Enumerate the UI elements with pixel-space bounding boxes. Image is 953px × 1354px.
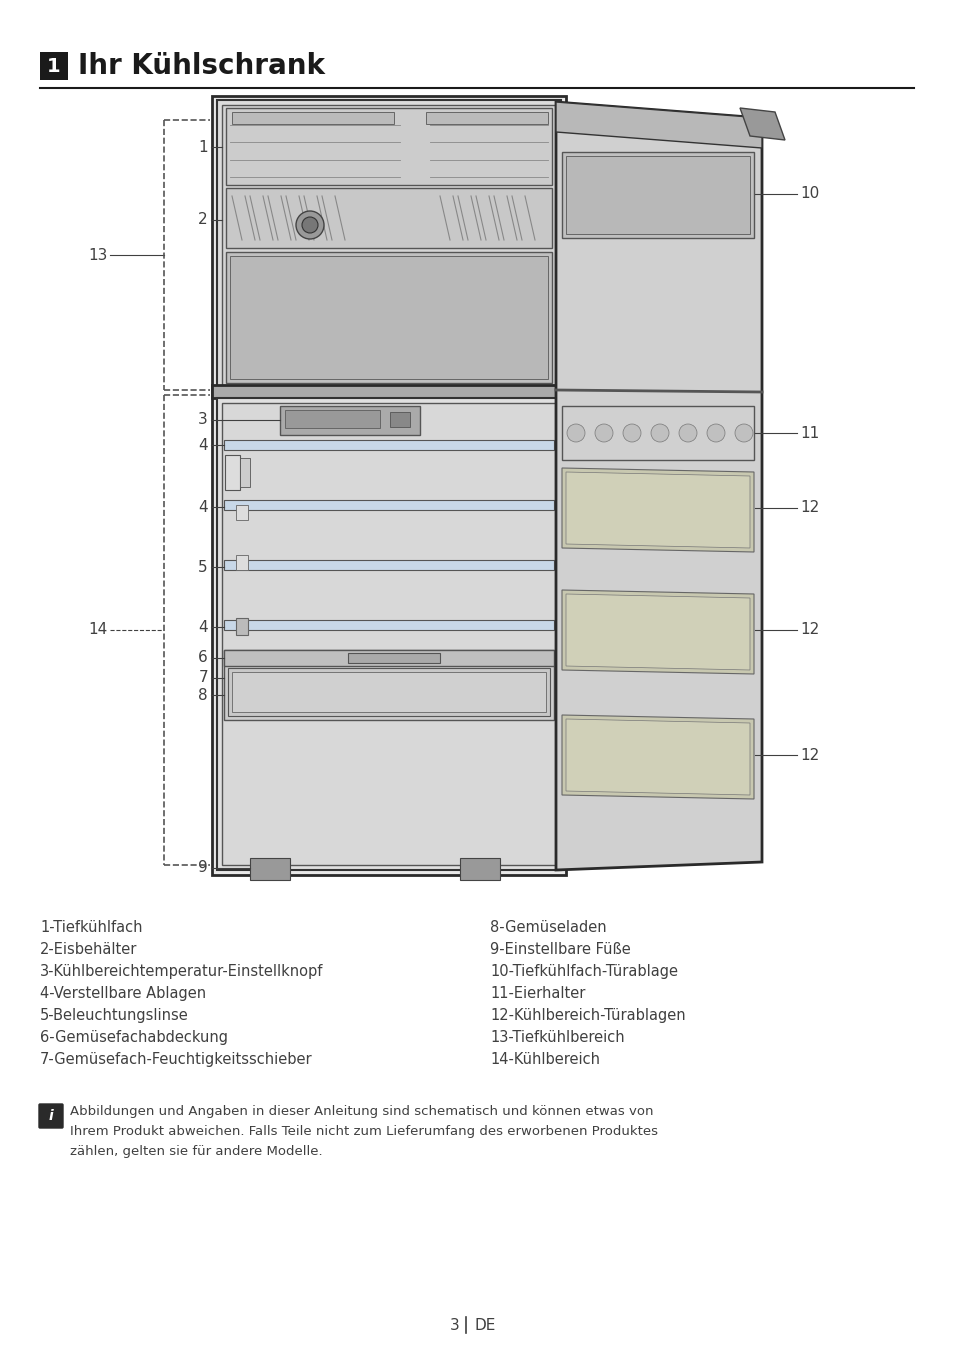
Bar xyxy=(250,858,290,880)
Text: DE: DE xyxy=(475,1317,496,1332)
Text: 14: 14 xyxy=(89,623,108,638)
Text: zählen, gelten sie für andere Modelle.: zählen, gelten sie für andere Modelle. xyxy=(70,1145,322,1158)
Bar xyxy=(561,406,753,460)
Circle shape xyxy=(566,424,584,441)
Circle shape xyxy=(302,217,317,233)
Bar xyxy=(280,406,419,435)
Text: 5: 5 xyxy=(198,559,208,574)
Circle shape xyxy=(595,424,613,441)
Polygon shape xyxy=(565,594,749,670)
Text: 3-Kühlbereichtemperatur-Einstellknopf: 3-Kühlbereichtemperatur-Einstellknopf xyxy=(40,964,323,979)
Bar xyxy=(285,410,379,428)
Text: 3: 3 xyxy=(450,1317,459,1332)
Text: 5-Beleuchtungslinse: 5-Beleuchtungslinse xyxy=(40,1007,189,1024)
Bar xyxy=(426,112,547,125)
Text: 10: 10 xyxy=(800,187,819,202)
Bar xyxy=(459,858,499,880)
Text: 4: 4 xyxy=(198,437,208,452)
Bar xyxy=(390,412,410,427)
Text: Ihrem Produkt abweichen. Falls Teile nicht zum Lieferumfang des erworbenen Produ: Ihrem Produkt abweichen. Falls Teile nic… xyxy=(70,1125,658,1137)
Text: 4-Verstellbare Ablagen: 4-Verstellbare Ablagen xyxy=(40,986,206,1001)
Bar xyxy=(232,112,394,125)
Text: 12: 12 xyxy=(800,501,819,516)
Bar xyxy=(232,672,545,712)
Text: Ihr Kühlschrank: Ihr Kühlschrank xyxy=(78,51,325,80)
Bar xyxy=(228,668,550,716)
Polygon shape xyxy=(561,590,753,674)
Bar xyxy=(224,440,554,450)
Bar xyxy=(235,617,248,635)
Text: 8-Gemüseladen: 8-Gemüseladen xyxy=(490,919,606,936)
Text: 2-Eisbehälter: 2-Eisbehälter xyxy=(40,942,137,957)
Polygon shape xyxy=(556,102,761,871)
Bar xyxy=(224,650,554,666)
Circle shape xyxy=(679,424,697,441)
Polygon shape xyxy=(565,473,749,548)
Bar xyxy=(348,653,439,663)
Bar xyxy=(230,256,547,379)
Bar xyxy=(212,96,565,875)
Text: 13: 13 xyxy=(89,248,108,263)
Bar xyxy=(212,385,565,398)
Text: 11: 11 xyxy=(800,425,819,440)
Bar xyxy=(225,455,240,490)
Text: 3: 3 xyxy=(198,413,208,428)
Bar xyxy=(224,650,554,720)
Text: 1-Tiefkühlfach: 1-Tiefkühlfach xyxy=(40,919,142,936)
Circle shape xyxy=(622,424,640,441)
Text: 1: 1 xyxy=(198,139,208,154)
Text: 4: 4 xyxy=(198,500,208,515)
Bar xyxy=(226,252,552,383)
Circle shape xyxy=(734,424,752,441)
Circle shape xyxy=(650,424,668,441)
Text: i: i xyxy=(49,1109,53,1122)
Text: Abbildungen und Angaben in dieser Anleitung sind schematisch und können etwas vo: Abbildungen und Angaben in dieser Anleit… xyxy=(70,1105,653,1118)
Text: 12-Kühlbereich-Türablagen: 12-Kühlbereich-Türablagen xyxy=(490,1007,685,1024)
Text: 10-Tiefkühlfach-Türablage: 10-Tiefkühlfach-Türablage xyxy=(490,964,678,979)
Text: 6-Gemüsefachabdeckung: 6-Gemüsefachabdeckung xyxy=(40,1030,228,1045)
FancyBboxPatch shape xyxy=(39,1104,63,1128)
Bar xyxy=(222,403,556,865)
Text: 6: 6 xyxy=(198,650,208,666)
Bar xyxy=(235,555,248,570)
Bar xyxy=(565,156,749,234)
Text: 8: 8 xyxy=(198,688,208,703)
Text: 4: 4 xyxy=(198,620,208,635)
Bar xyxy=(240,458,250,487)
Polygon shape xyxy=(561,468,753,552)
Text: 7: 7 xyxy=(198,670,208,685)
Text: 13-Tiefkühlbereich: 13-Tiefkühlbereich xyxy=(490,1030,624,1045)
Bar xyxy=(235,505,248,520)
Circle shape xyxy=(706,424,724,441)
Text: 7-Gemüsefach-Feuchtigkeitsschieber: 7-Gemüsefach-Feuchtigkeitsschieber xyxy=(40,1052,313,1067)
Polygon shape xyxy=(740,108,784,139)
Text: 11-Eierhalter: 11-Eierhalter xyxy=(490,986,585,1001)
Text: 9-Einstellbare Füße: 9-Einstellbare Füße xyxy=(490,942,630,957)
Bar xyxy=(226,108,552,185)
Bar xyxy=(224,500,554,510)
Bar xyxy=(216,398,560,871)
Text: 12: 12 xyxy=(800,747,819,762)
Circle shape xyxy=(295,211,324,240)
Bar xyxy=(224,620,554,630)
Text: 1: 1 xyxy=(47,57,61,76)
Text: 14-Kühlbereich: 14-Kühlbereich xyxy=(490,1052,599,1067)
Polygon shape xyxy=(565,719,749,795)
Bar xyxy=(40,51,68,80)
Text: 12: 12 xyxy=(800,623,819,638)
Bar xyxy=(561,152,753,238)
Bar xyxy=(226,188,552,248)
Polygon shape xyxy=(556,102,761,148)
Text: 9: 9 xyxy=(198,861,208,876)
Bar xyxy=(216,100,560,389)
Polygon shape xyxy=(561,715,753,799)
Text: 2: 2 xyxy=(198,213,208,227)
Bar xyxy=(224,561,554,570)
Bar xyxy=(222,106,556,385)
